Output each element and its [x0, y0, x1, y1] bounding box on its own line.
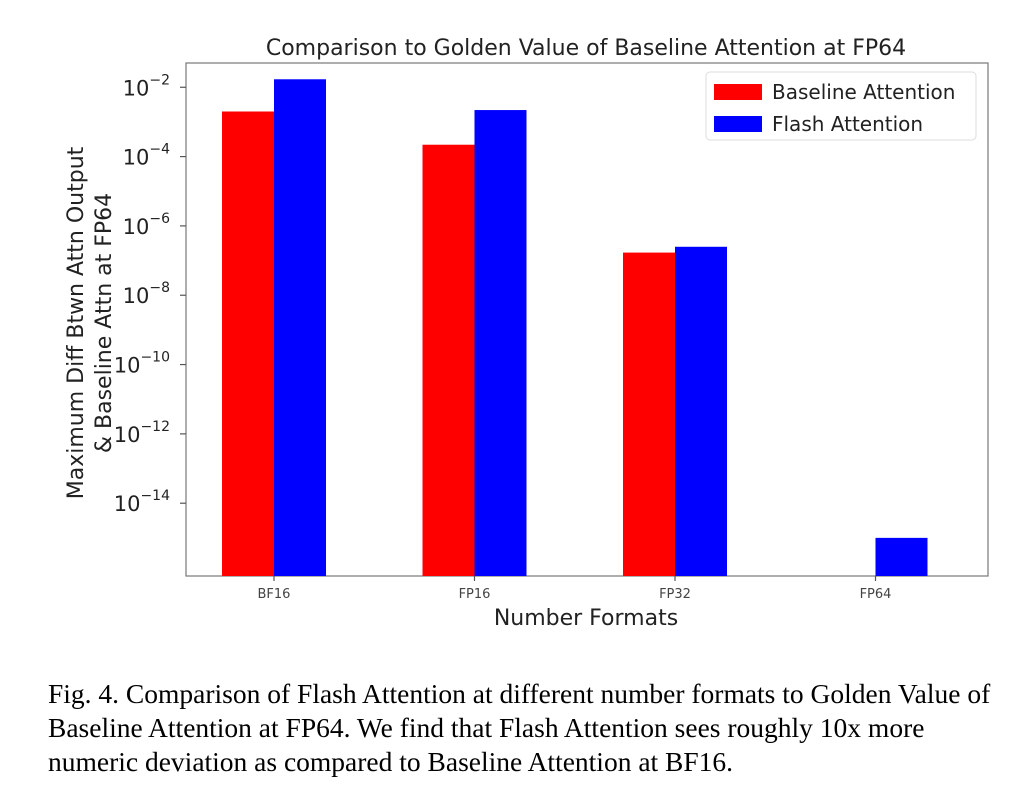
y-tick-label: 10−14 [114, 488, 170, 516]
legend-label-flash-attention: Flash Attention [772, 112, 923, 136]
bar-flash-attention-fp64 [875, 537, 928, 576]
y-axis-label-line1: Maximum Diff Btwn Attn Output [64, 146, 89, 499]
x-tick-label: FP16 [459, 587, 491, 602]
bar-flash-attention-fp32 [675, 246, 727, 576]
bar-baseline-attention-fp32 [623, 252, 675, 576]
bar-flash-attention-bf16 [274, 79, 326, 576]
legend-label-baseline-attention: Baseline Attention [772, 80, 955, 104]
plot-area: 10−2 10−4 10−6 10−8 10−10 10−12 10−14 BF16 FP16 F… [114, 62, 989, 602]
legend-box [705, 71, 977, 141]
legend-swatch-baseline-attention [714, 84, 762, 100]
bar-baseline-attention-fp16 [422, 144, 475, 576]
y-tick-label: 10−8 [123, 280, 170, 308]
y-tick-label: 10−2 [123, 72, 170, 100]
bar-chart: Comparison to Golden Value of Baseline A… [64, 36, 989, 631]
y-tick-label: 10−10 [114, 350, 170, 378]
plot-frame [185, 62, 989, 577]
y-axis-label-line2: & Baseline Attn at FP64 [92, 193, 117, 453]
bar-flash-attention-fp16 [474, 110, 527, 576]
chart-title: Comparison to Golden Value of Baseline A… [266, 36, 906, 61]
legend-swatch-flash-attention [714, 116, 762, 132]
y-tick-label: 10−4 [123, 142, 170, 170]
x-tick-label: BF16 [258, 587, 291, 602]
x-tick-label: FP64 [860, 587, 892, 602]
y-tick-label: 10−6 [123, 211, 170, 239]
figure-caption: Fig. 4. Comparison of Flash Attention at… [48, 678, 991, 777]
x-axis-label: Number Formats [494, 606, 678, 631]
bar-baseline-attention-bf16 [222, 111, 274, 576]
x-tick-label: FP32 [659, 587, 691, 602]
y-tick-label: 10−12 [114, 419, 170, 447]
